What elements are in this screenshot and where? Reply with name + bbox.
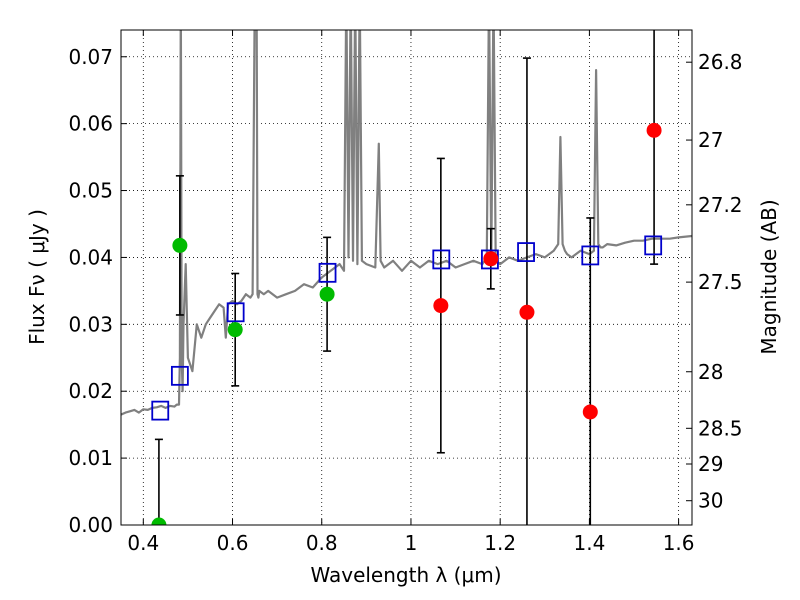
- model-point-square: [151, 400, 170, 421]
- magnitude-tick-label: 28.5: [698, 416, 743, 440]
- magnitude-tick-label: 27: [698, 128, 723, 152]
- red-observed-point: [483, 251, 499, 267]
- model-point-square: [644, 235, 663, 256]
- magnitude-tick-label: 28: [698, 360, 723, 384]
- green-observed-point: [151, 517, 167, 525]
- spectrum-line: [121, 30, 692, 416]
- plot-frame: [120, 29, 693, 526]
- plot-area: [121, 30, 692, 525]
- y-tick-label: 0.04: [68, 245, 113, 269]
- x-axis-label: Wavelength λ (μm): [310, 563, 501, 587]
- grid-lines: [121, 30, 692, 526]
- x-tick-label: 0.8: [306, 531, 338, 555]
- magnitude-tick-label: 29: [698, 452, 723, 476]
- red-observed-point: [433, 298, 449, 314]
- model-point-square: [170, 365, 189, 386]
- y-tick-label: 0.01: [68, 446, 113, 470]
- y-tick-label: 0.02: [68, 379, 113, 403]
- x-tick-label: 0.6: [217, 531, 249, 555]
- model-point-square: [517, 242, 535, 262]
- magnitude-tick-label: 27.2: [698, 193, 743, 217]
- magnitude-tick-label: 30: [698, 489, 723, 513]
- red-observed-point: [519, 304, 535, 320]
- x-tick-label: 1.6: [663, 531, 695, 555]
- magnitude-axis-label: Magnitude (AB): [757, 199, 781, 354]
- y-tick-label: 0.05: [68, 179, 113, 203]
- magnitude-tick-label: 27.5: [698, 270, 743, 294]
- red-observed-point: [582, 404, 598, 420]
- y-tick-label: 0.00: [68, 513, 113, 537]
- green-observed-point: [172, 237, 188, 253]
- model-point-square: [226, 302, 245, 323]
- y-tick-label: 0.07: [68, 45, 113, 69]
- x-tick-label: 0.4: [127, 531, 159, 555]
- green-observed-point: [227, 322, 243, 338]
- red-observed-point: [646, 122, 662, 138]
- x-tick-label: 1.2: [484, 531, 516, 555]
- model-point-square: [432, 249, 451, 270]
- model-point-square: [318, 262, 337, 283]
- model-point-square: [581, 245, 600, 266]
- magnitude-tick-label: 26.8: [698, 50, 743, 74]
- y-tick-label: 0.03: [68, 312, 113, 336]
- green-observed-point: [319, 286, 335, 302]
- x-tick-label: 1.4: [573, 531, 605, 555]
- axis-ticks: 0.4 0.6 0.8 1 1.2 1.4 1.6 0.00 0.01 0.02 0.03 0.04 0…: [68, 30, 743, 555]
- x-tick-label: 1: [405, 531, 418, 555]
- y-axis-label: Flux Fν ( μJy ): [25, 209, 49, 345]
- y-tick-label: 0.06: [68, 112, 113, 136]
